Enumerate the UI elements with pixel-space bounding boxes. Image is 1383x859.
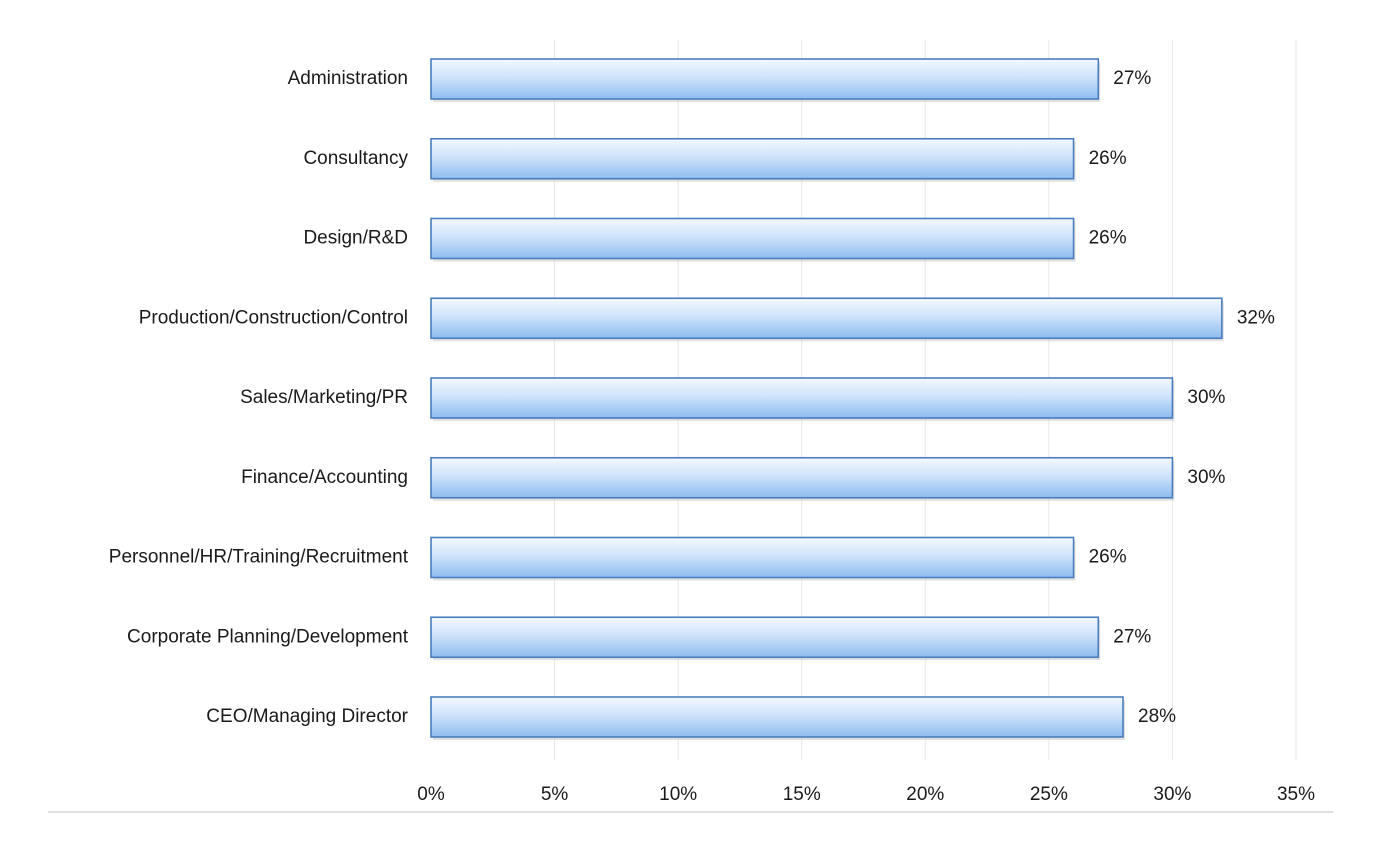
bar [430, 377, 1174, 419]
x-tick-label: 15% [783, 784, 821, 805]
data-label: 32% [1237, 307, 1275, 328]
data-label: 26% [1089, 547, 1127, 568]
category-label: Finance/Accounting [241, 467, 408, 488]
x-tick-label: 5% [541, 784, 569, 805]
bar [430, 58, 1100, 100]
category-label: Administration [288, 68, 408, 89]
bar [430, 536, 1075, 579]
data-label: 30% [1187, 387, 1225, 408]
bar [430, 297, 1223, 340]
data-label: 26% [1089, 148, 1127, 169]
bar [430, 616, 1100, 659]
x-tick-label: 0% [417, 784, 445, 805]
category-label: Sales/Marketing/PR [240, 387, 408, 408]
bar [430, 696, 1124, 738]
x-tick-label: 35% [1277, 784, 1315, 805]
category-label: Consultancy [303, 148, 408, 169]
data-label: 26% [1089, 228, 1127, 249]
category-labels: Administration Consultancy Design/R&D Produ… [109, 68, 409, 727]
x-tick-label: 20% [906, 784, 944, 805]
data-label: 28% [1138, 706, 1176, 727]
bar [430, 456, 1174, 499]
bar [430, 137, 1075, 180]
bar [430, 217, 1075, 260]
data-labels: 27% 26% 26% 32% 30% 30% 26% 27% 28% [1089, 68, 1275, 727]
data-label: 27% [1113, 626, 1151, 647]
data-label: 27% [1113, 68, 1151, 89]
category-label: Design/R&D [303, 228, 408, 249]
x-tick-label: 25% [1030, 784, 1068, 805]
x-tick-label: 10% [659, 784, 697, 805]
bars [430, 58, 1224, 740]
x-axis: 0% 5% 10% 15% 20% 25% 30% 35% [48, 784, 1333, 813]
category-label: CEO/Managing Director [206, 706, 408, 727]
category-label: Production/Construction/Control [139, 307, 408, 328]
x-tick-label: 30% [1153, 784, 1191, 805]
category-label: Personnel/HR/Training/Recruitment [109, 547, 409, 568]
data-label: 30% [1187, 467, 1225, 488]
category-label: Corporate Planning/Development [127, 626, 409, 647]
